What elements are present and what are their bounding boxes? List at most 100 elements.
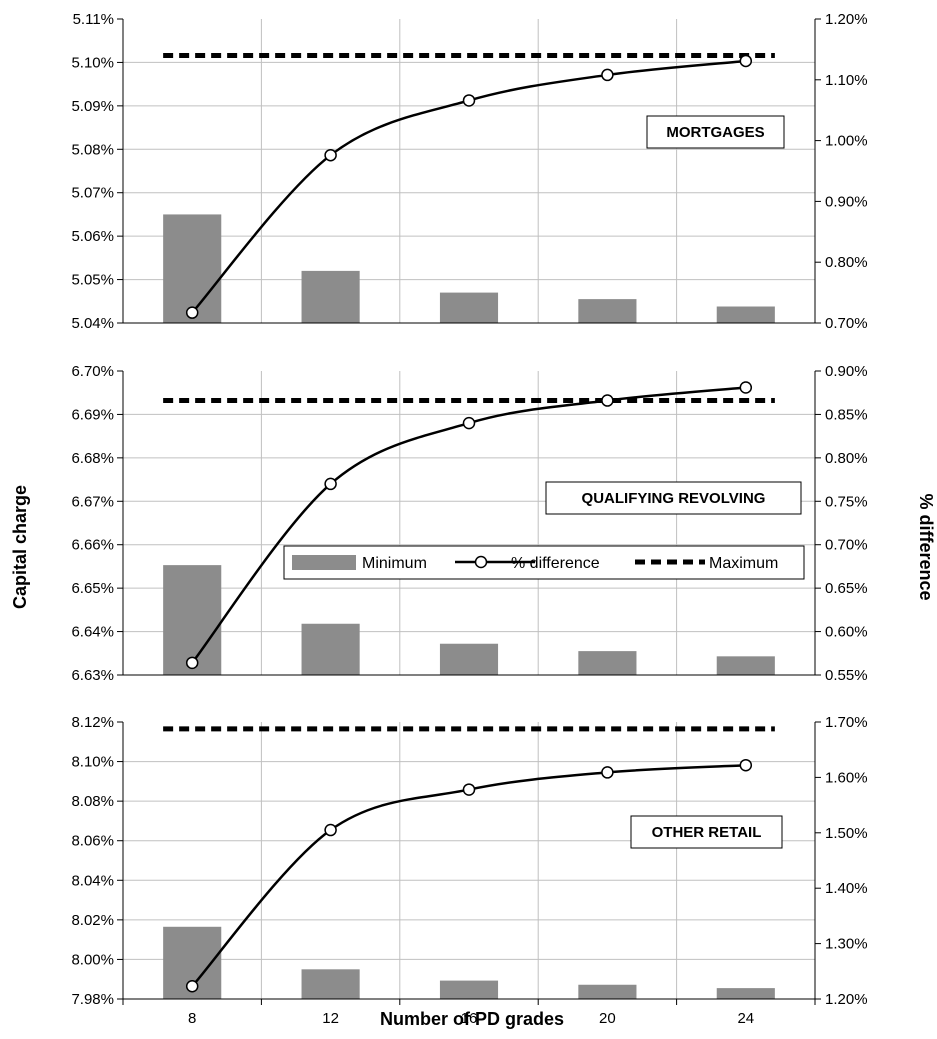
- panel-3: 7.98% 8.00% 8.02% 8.04% 8.06% 8.08% 8.10% 8.12%…: [71, 714, 867, 1008]
- pct-difference-line: [191, 386, 746, 664]
- y-tick-label: 8.10%: [71, 754, 114, 771]
- minimum-bar: [439, 980, 499, 999]
- pct-difference-point: [324, 148, 337, 162]
- pct-difference-point: [601, 394, 614, 407]
- y-tick-label: 5.08%: [71, 141, 114, 158]
- y-tick-label: 6.67%: [71, 493, 114, 510]
- minimum-bar: [439, 292, 499, 323]
- pct-difference-point: [739, 758, 753, 772]
- legend-minimum-swatch: [292, 555, 356, 570]
- legend-maximum-label: Maximum: [709, 555, 778, 572]
- y2-tick-label: 0.70%: [825, 537, 868, 554]
- minimum-bar: [578, 299, 637, 323]
- minimum-bar: [439, 643, 499, 675]
- minimum-bar: [301, 969, 360, 999]
- panel-label: OTHER RETAIL: [652, 824, 762, 841]
- pct-difference-line: [191, 763, 746, 988]
- y-tick-label: 8.02%: [71, 912, 114, 929]
- y2-axis-title: % difference: [916, 493, 936, 600]
- y2-tick-label: 1.70%: [825, 714, 868, 731]
- y2-tick-label: 1.30%: [825, 936, 868, 953]
- y-tick-label: 6.69%: [71, 406, 114, 423]
- minimum-bar: [301, 623, 360, 675]
- y2-tick-label: 1.50%: [825, 825, 868, 842]
- y-tick-label: 6.65%: [71, 580, 114, 597]
- legend-minimum-label: Minimum: [362, 555, 427, 572]
- y-tick-label: 5.09%: [71, 98, 114, 115]
- x-tick-label: 16: [461, 1010, 478, 1027]
- pct-difference-point: [739, 381, 753, 394]
- y2-tick-label: 1.00%: [825, 133, 868, 150]
- pct-difference-point: [462, 416, 476, 430]
- panel-label-box: [630, 815, 783, 849]
- y-tick-label: 8.00%: [71, 951, 114, 968]
- legend-frame: [283, 545, 805, 580]
- x-tick-label: 24: [737, 1010, 754, 1027]
- pct-difference-point: [185, 980, 199, 993]
- y2-tick-label: 1.20%: [825, 991, 868, 1008]
- y-tick-label: 7.98%: [71, 991, 114, 1008]
- pct-difference-point: [739, 54, 753, 68]
- y-tick-label: 5.07%: [71, 185, 114, 202]
- y2-tick-label: 0.85%: [825, 406, 868, 423]
- y-tick-label: 6.63%: [71, 667, 114, 684]
- pct-difference-point: [462, 783, 476, 796]
- y-tick-label: 6.64%: [71, 624, 114, 641]
- x-tick-label: 20: [599, 1010, 616, 1027]
- chart-legend: Minimum % difference Maximum: [283, 545, 805, 580]
- y2-tick-label: 0.90%: [825, 363, 868, 380]
- y-axis-title: Capital charge: [10, 485, 30, 609]
- y2-tick-label: 0.70%: [825, 315, 868, 332]
- y-tick-label: 6.66%: [71, 537, 114, 554]
- chart-panels: 5.04% 5.05% 5.06% 5.07% 5.08% 5.09% 5.10% 5.11%…: [71, 11, 867, 1027]
- y-tick-label: 8.12%: [71, 714, 114, 731]
- y2-tick-label: 0.80%: [825, 254, 868, 271]
- y-tick-label: 5.11%: [73, 11, 114, 28]
- y-tick-label: 6.68%: [71, 450, 114, 467]
- legend-difference-label: % difference: [511, 555, 600, 572]
- y-tick-label: 8.08%: [71, 793, 114, 810]
- y-tick-label: 5.06%: [71, 228, 114, 245]
- y2-tick-label: 1.60%: [825, 769, 868, 786]
- y2-tick-label: 0.75%: [825, 493, 868, 510]
- legend-difference-marker: [474, 555, 488, 569]
- panel-1: 5.04% 5.05% 5.06% 5.07% 5.08% 5.09% 5.10% 5.11%…: [71, 11, 867, 332]
- x-tick-label: 8: [188, 1010, 196, 1027]
- pct-difference-point: [601, 766, 614, 779]
- minimum-bar: [163, 214, 222, 323]
- minimum-bar: [716, 306, 775, 323]
- y-tick-label: 5.04%: [71, 315, 114, 332]
- pct-difference-point: [324, 477, 337, 491]
- panel-label: MORTGAGES: [666, 124, 764, 141]
- y2-tick-label: 0.55%: [825, 667, 868, 684]
- minimum-bar: [578, 651, 637, 675]
- pct-difference-point: [601, 68, 614, 82]
- minimum-bar: [578, 984, 637, 999]
- y-tick-label: 5.10%: [71, 54, 114, 71]
- y-tick-label: 6.70%: [71, 363, 114, 380]
- y2-tick-label: 0.90%: [825, 193, 868, 210]
- pct-difference-line: [191, 59, 746, 314]
- y2-tick-label: 1.10%: [825, 72, 868, 89]
- panel-label-box: [646, 115, 785, 149]
- panel-2: 6.63% 6.64% 6.65% 6.66% 6.67% 6.68% 6.69% 6.70%…: [71, 363, 867, 684]
- y2-tick-label: 1.20%: [825, 11, 868, 28]
- minimum-bar: [716, 988, 775, 999]
- minimum-bar: [301, 270, 360, 323]
- y2-tick-label: 0.65%: [825, 580, 868, 597]
- pct-difference-point: [462, 94, 476, 107]
- x-tick-label: 12: [322, 1010, 339, 1027]
- y-tick-label: 5.05%: [71, 272, 114, 289]
- minimum-bar: [716, 656, 775, 675]
- y-tick-label: 8.06%: [71, 833, 114, 850]
- panel-label-box: [545, 481, 802, 515]
- pct-difference-point: [185, 306, 199, 319]
- y2-tick-label: 0.60%: [825, 624, 868, 641]
- y2-tick-label: 1.40%: [825, 880, 868, 897]
- y2-tick-label: 0.80%: [825, 450, 868, 467]
- x-axis-title: Number of PD grades: [380, 1009, 564, 1029]
- pct-difference-point: [324, 823, 337, 837]
- y-tick-label: 8.04%: [71, 872, 114, 889]
- panel-label: QUALIFYING REVOLVING: [582, 490, 766, 507]
